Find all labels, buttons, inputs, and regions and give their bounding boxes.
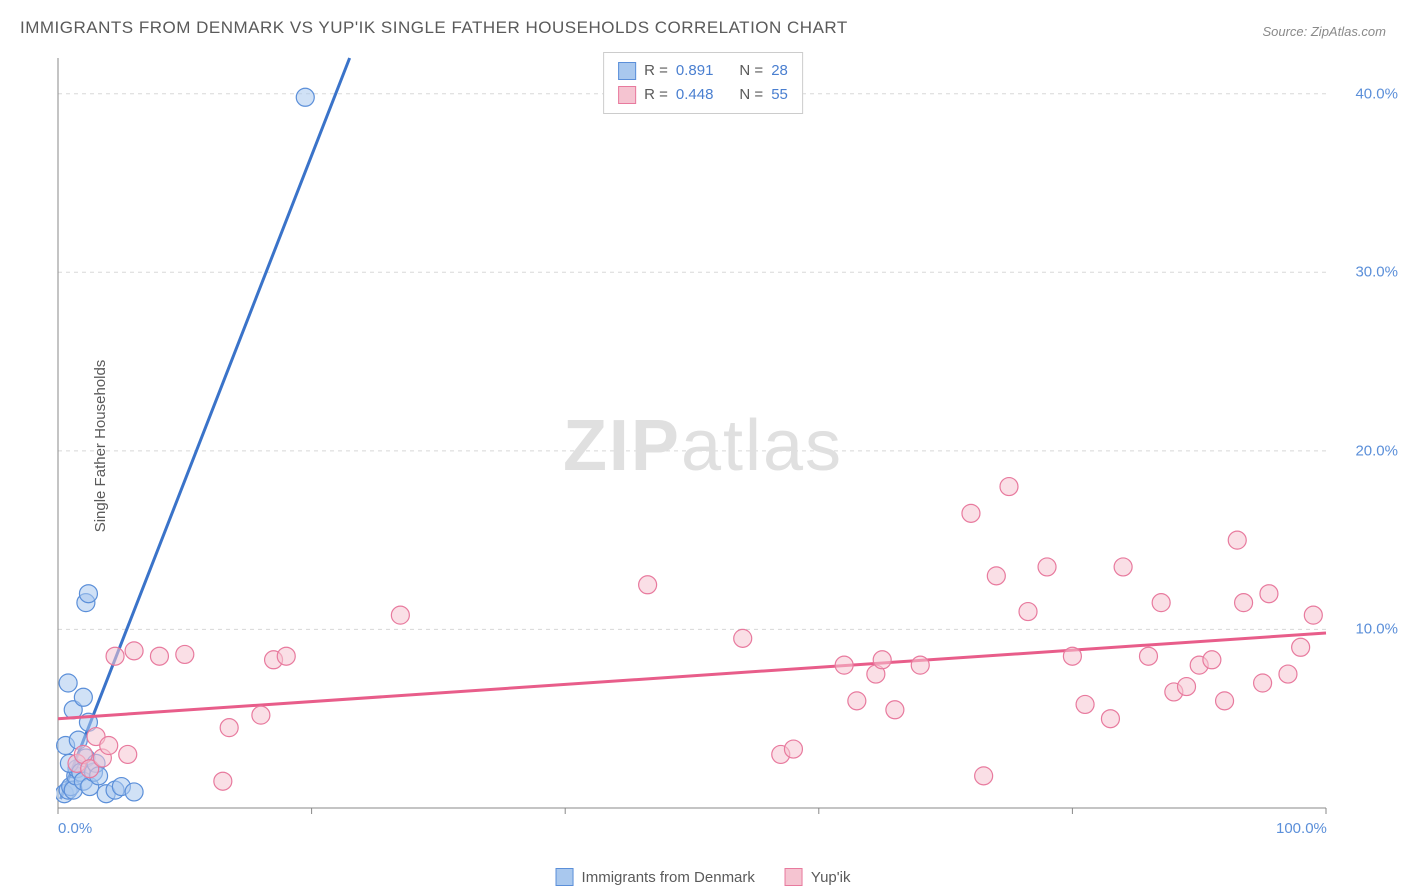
r-value: 0.891 [676, 59, 714, 83]
legend-series-item: Immigrants from Denmark [556, 868, 755, 886]
plot-area [56, 48, 1376, 838]
legend-swatch [618, 62, 636, 80]
y-tick-label: 20.0% [1355, 442, 1398, 459]
source-attribution: Source: ZipAtlas.com [1262, 24, 1386, 39]
legend-series-label: Immigrants from Denmark [582, 869, 755, 886]
r-value: 0.448 [676, 83, 714, 107]
legend-series-label: Yup'ik [811, 869, 851, 886]
x-tick-label: 0.0% [58, 820, 92, 837]
r-label: R = [644, 59, 668, 83]
correlation-legend: R = 0.891 N = 28 R = 0.448 N = 55 [603, 52, 803, 114]
legend-correlation-row: R = 0.448 N = 55 [618, 83, 788, 107]
legend-swatch [785, 868, 803, 886]
n-label: N = [739, 59, 763, 83]
legend-correlation-row: R = 0.891 N = 28 [618, 59, 788, 83]
r-label: R = [644, 83, 668, 107]
source-label: Source: [1262, 24, 1310, 39]
n-value: 28 [771, 59, 788, 83]
chart-title: IMMIGRANTS FROM DENMARK VS YUP'IK SINGLE… [20, 18, 848, 38]
x-tick-label: 100.0% [1276, 820, 1327, 837]
scatter-plot-svg [56, 48, 1376, 838]
legend-swatch [556, 868, 574, 886]
n-value: 55 [771, 83, 788, 107]
y-tick-label: 40.0% [1355, 85, 1398, 102]
series-legend: Immigrants from Denmark Yup'ik [556, 868, 851, 886]
legend-series-item: Yup'ik [785, 868, 851, 886]
y-tick-label: 10.0% [1355, 621, 1398, 638]
legend-swatch [618, 86, 636, 104]
y-tick-label: 30.0% [1355, 264, 1398, 281]
source-value: ZipAtlas.com [1311, 24, 1386, 39]
n-label: N = [739, 83, 763, 107]
